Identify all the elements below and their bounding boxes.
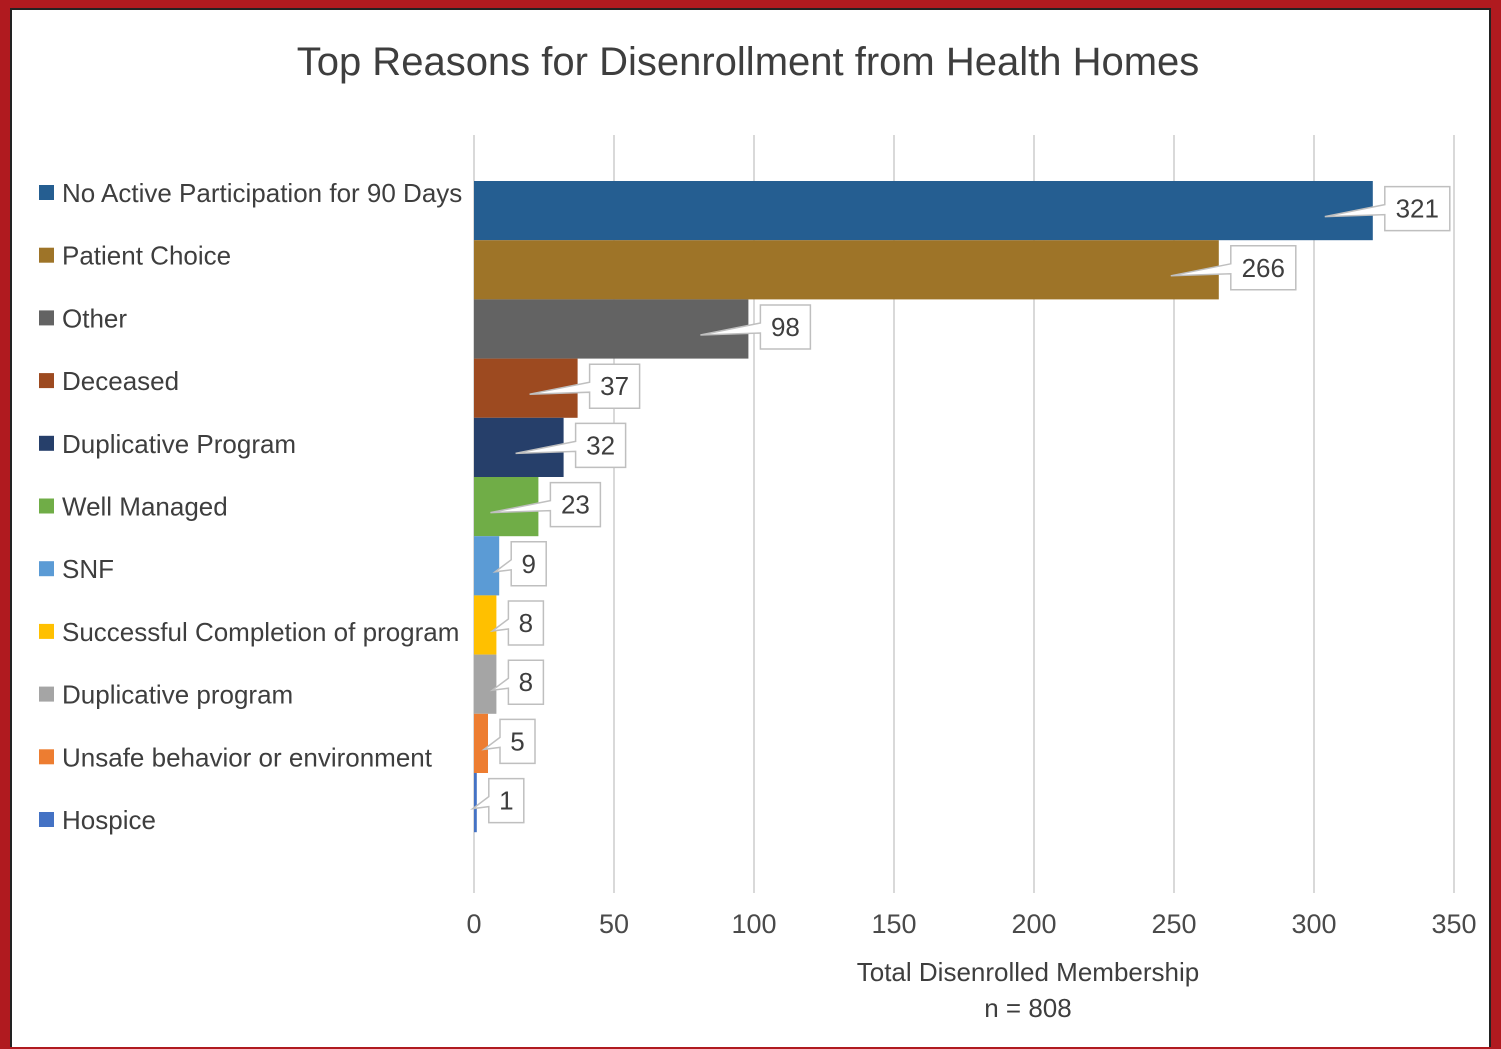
legend-label: Other xyxy=(62,303,127,333)
bar xyxy=(474,181,1373,241)
x-tick-label: 300 xyxy=(1291,909,1336,939)
legend-label: Unsafe behavior or environment xyxy=(62,742,433,772)
legend-label: Duplicative program xyxy=(62,680,293,710)
data-label: 8 xyxy=(519,608,533,638)
data-label-box xyxy=(489,659,545,705)
legend-label: Successful Completion of program xyxy=(62,617,459,647)
legend-swatch xyxy=(39,561,54,577)
x-tick-label: 150 xyxy=(871,909,916,939)
legend-swatch xyxy=(39,749,54,765)
bar xyxy=(474,713,488,773)
data-label: 321 xyxy=(1396,194,1439,224)
legend-swatch xyxy=(39,185,54,200)
bar xyxy=(474,595,497,655)
legend-label: SNF xyxy=(62,554,114,584)
x-axis-title: Total Disenrolled Membership xyxy=(857,957,1199,987)
data-label-box xyxy=(490,481,602,528)
data-label-box xyxy=(1324,185,1451,232)
chart-frame: 321 266 98 37 32 23 9 8 8 5 1 No Active Participat… xyxy=(10,8,1491,1047)
chart-title: Top Reasons for Disenrollment from Healt… xyxy=(297,40,1200,84)
legend-label: Deceased xyxy=(62,366,179,396)
x-tick-label: 200 xyxy=(1011,909,1056,939)
legend: No Active Participation for 90 Days Patie… xyxy=(39,178,462,835)
x-tick-label: 50 xyxy=(599,909,629,939)
legend-label: Well Managed xyxy=(62,492,228,522)
data-label-box xyxy=(515,422,627,469)
data-label: 8 xyxy=(519,667,533,697)
data-label-box xyxy=(529,363,641,409)
legend-swatch xyxy=(39,310,54,326)
data-label: 9 xyxy=(521,549,535,579)
legend-swatch xyxy=(39,623,54,639)
legend-label: Hospice xyxy=(62,805,156,835)
x-tick-label: 250 xyxy=(1151,909,1196,939)
legend-swatch xyxy=(39,247,54,263)
data-label: 37 xyxy=(600,371,629,401)
bar xyxy=(474,773,477,833)
data-label-box xyxy=(492,541,547,587)
data-label-box xyxy=(1170,245,1297,291)
bar xyxy=(474,299,749,359)
legend-swatch xyxy=(39,373,54,389)
bar xyxy=(474,654,497,714)
bars xyxy=(474,181,1373,833)
x-axis-ticks: 0 50 100 150 200 250 300 350 xyxy=(466,909,1476,939)
data-label: 23 xyxy=(561,490,590,520)
legend-swatch xyxy=(39,435,54,451)
data-label-box xyxy=(489,600,545,646)
legend-label: Duplicative Program xyxy=(62,429,296,459)
legend-label: Patient Choice xyxy=(62,241,231,271)
data-label-box xyxy=(700,304,812,350)
x-tick-label: 100 xyxy=(731,909,776,939)
x-tick-label: 350 xyxy=(1431,909,1476,939)
data-label: 1 xyxy=(499,786,513,816)
data-label: 5 xyxy=(510,726,524,756)
legend-swatch xyxy=(39,686,54,702)
data-label: 32 xyxy=(586,430,615,460)
data-label-box xyxy=(481,718,536,765)
bar xyxy=(474,240,1219,300)
legend-swatch xyxy=(39,812,54,827)
data-label: 266 xyxy=(1242,253,1285,283)
legend-label: No Active Participation for 90 Days xyxy=(62,178,462,208)
x-tick-label: 0 xyxy=(466,909,481,939)
x-axis-note: n = 808 xyxy=(984,993,1071,1023)
bar xyxy=(474,536,500,596)
legend-swatch xyxy=(39,498,54,514)
data-label: 98 xyxy=(771,312,800,342)
data-label-box xyxy=(470,777,525,824)
